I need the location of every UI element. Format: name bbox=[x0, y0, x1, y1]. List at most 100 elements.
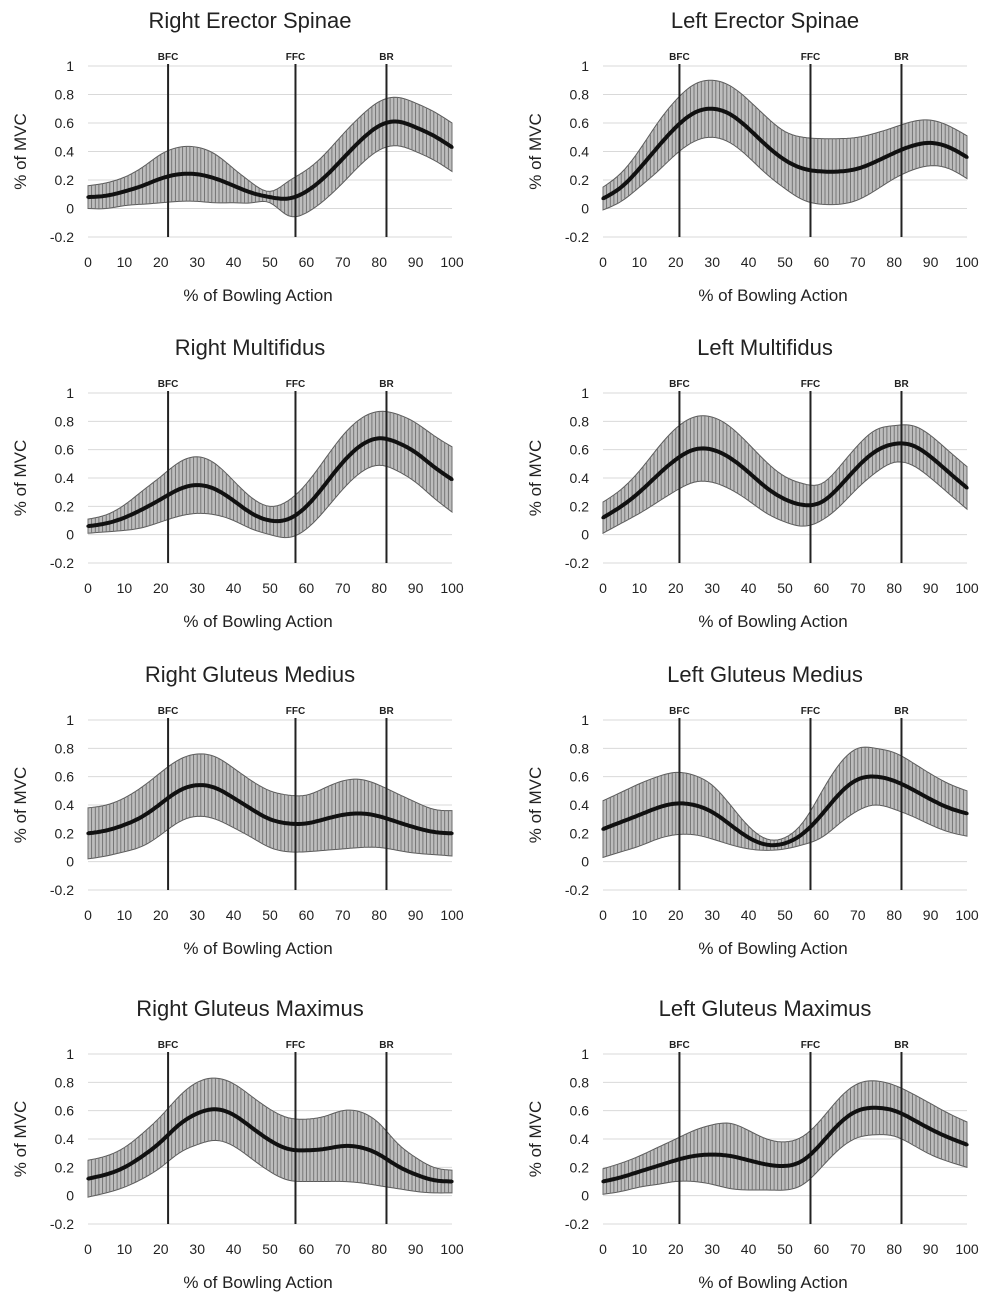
x-tick-label: 60 bbox=[814, 580, 830, 596]
y-tick-label: 0 bbox=[581, 201, 589, 217]
x-tick-label: 30 bbox=[189, 907, 205, 923]
mean-point bbox=[910, 144, 915, 148]
y-tick-label: 0 bbox=[581, 1188, 589, 1204]
y-tick-label: 1 bbox=[581, 712, 589, 728]
sd-error-bars bbox=[87, 1078, 453, 1198]
x-tick-label: 50 bbox=[262, 580, 278, 596]
mean-point bbox=[159, 497, 163, 501]
y-axis-label: % of MVC bbox=[526, 1101, 545, 1178]
y-axis-label: % of MVC bbox=[526, 767, 545, 844]
mean-point bbox=[674, 1158, 678, 1162]
mean-point bbox=[728, 112, 733, 117]
x-tick-label: 50 bbox=[777, 254, 793, 270]
mean-point bbox=[195, 483, 199, 487]
mean-point bbox=[304, 1148, 308, 1152]
y-tick-label: 0.8 bbox=[55, 740, 75, 756]
event-label: BFC bbox=[669, 379, 690, 390]
mean-point bbox=[856, 777, 860, 782]
mean-point bbox=[395, 119, 399, 124]
mean-point bbox=[874, 159, 878, 164]
x-tick-label: 10 bbox=[632, 1241, 648, 1257]
mean-point bbox=[122, 823, 126, 827]
mean-point bbox=[359, 811, 363, 816]
mean-point bbox=[414, 125, 418, 129]
mean-point bbox=[323, 817, 327, 821]
x-axis-label: % of Bowling Action bbox=[698, 286, 847, 305]
mean-point bbox=[619, 185, 623, 189]
mean-point bbox=[892, 442, 896, 446]
y-tick-label: 0 bbox=[66, 1188, 74, 1204]
mean-point bbox=[395, 1164, 399, 1168]
x-tick-label: 30 bbox=[704, 907, 720, 923]
x-tick-label: 100 bbox=[955, 1241, 979, 1257]
y-tick-label: 1 bbox=[66, 712, 74, 728]
chart-title: Right Erector Spinae bbox=[149, 8, 352, 33]
mean-point bbox=[213, 487, 217, 491]
mean-point bbox=[674, 457, 678, 462]
mean-point bbox=[377, 124, 381, 128]
mean-point bbox=[232, 796, 236, 800]
mean-point bbox=[656, 1164, 660, 1168]
x-tick-label: 80 bbox=[886, 580, 902, 596]
mean-point bbox=[728, 456, 733, 460]
mean-point bbox=[601, 827, 605, 831]
mean-point bbox=[159, 801, 163, 806]
mean-point bbox=[341, 813, 345, 817]
mean-point bbox=[232, 1113, 236, 1117]
mean-point bbox=[250, 1126, 254, 1130]
y-tick-label: 0.4 bbox=[570, 797, 590, 813]
mean-point bbox=[619, 504, 623, 508]
x-tick-label: 20 bbox=[153, 907, 169, 923]
x-tick-label: 100 bbox=[440, 907, 464, 923]
chart-panel: Left Gluteus Medius-0.200.20.40.60.810 10… bbox=[526, 662, 979, 958]
x-tick-label: 90 bbox=[408, 1241, 424, 1257]
x-tick-label: 10 bbox=[117, 254, 133, 270]
event-label: FFC bbox=[801, 706, 820, 717]
mean-point bbox=[122, 1165, 126, 1169]
event-label: BFC bbox=[669, 706, 690, 717]
event-label: BR bbox=[894, 1040, 909, 1051]
chart-panel: Right Gluteus Medius-0.200.20.40.60.810 1… bbox=[11, 662, 464, 958]
mean-point bbox=[104, 1172, 108, 1177]
mean-point bbox=[286, 1147, 290, 1151]
mean-point bbox=[268, 195, 272, 199]
x-axis-label: % of Bowling Action bbox=[183, 286, 332, 305]
y-tick-label: 0.2 bbox=[570, 172, 590, 188]
mean-point bbox=[910, 1117, 915, 1121]
mean-point bbox=[801, 1158, 805, 1162]
event-label: BFC bbox=[158, 52, 179, 63]
mean-point bbox=[122, 516, 126, 520]
x-tick-label: 0 bbox=[84, 580, 92, 596]
mean-point bbox=[141, 814, 145, 818]
y-tick-label: 0.8 bbox=[55, 413, 75, 429]
x-tick-label: 100 bbox=[440, 1241, 464, 1257]
x-tick-label: 60 bbox=[299, 1241, 315, 1257]
mean-point bbox=[232, 499, 236, 503]
x-tick-label: 70 bbox=[335, 254, 351, 270]
sd-error-bars bbox=[87, 753, 453, 859]
mean-point bbox=[929, 797, 933, 801]
mean-point bbox=[432, 134, 436, 138]
mean-point bbox=[450, 477, 454, 482]
chart-panel: Right Multifidus-0.200.20.40.60.810 10 20 3… bbox=[11, 335, 464, 631]
mean-point bbox=[747, 470, 751, 474]
mean-point bbox=[692, 448, 696, 452]
mean-point bbox=[929, 455, 933, 459]
chart-panel: Right Erector Spinae-0.200.20.40.60.810 1… bbox=[11, 8, 464, 305]
mean-point bbox=[692, 803, 696, 807]
mean-point bbox=[414, 1172, 418, 1177]
mean-point bbox=[359, 1145, 363, 1150]
x-tick-label: 70 bbox=[850, 907, 866, 923]
y-axis-label: % of MVC bbox=[526, 113, 545, 190]
mean-point bbox=[819, 500, 824, 504]
mean-point bbox=[637, 490, 642, 494]
y-tick-label: 1 bbox=[66, 1046, 74, 1062]
mean-point bbox=[819, 1141, 824, 1145]
mean-point bbox=[177, 487, 181, 491]
y-tick-label: 0.6 bbox=[55, 115, 75, 131]
mean-point bbox=[414, 450, 418, 455]
mean-point bbox=[783, 841, 787, 845]
mean-point bbox=[86, 1177, 90, 1181]
mean-point bbox=[801, 831, 805, 835]
mean-point bbox=[86, 524, 90, 528]
